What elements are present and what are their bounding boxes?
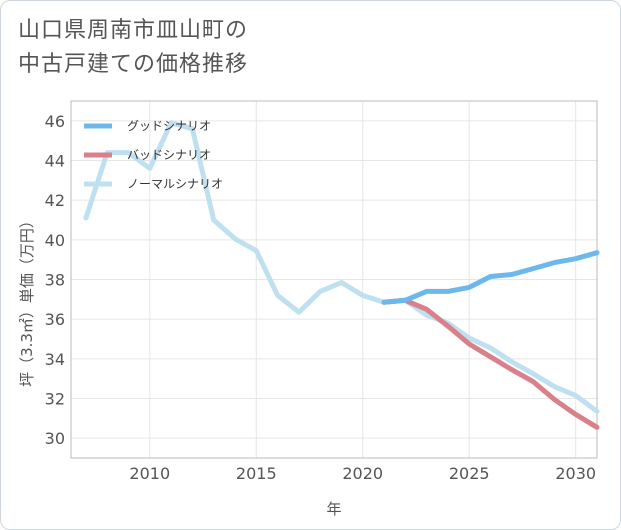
chart-title: 山口県周南市皿山町の 中古戸建ての価格推移: [18, 14, 248, 82]
y-tick-label: 44: [45, 152, 65, 171]
title-line-2: 中古戸建ての価格推移: [18, 52, 249, 77]
y-tick-label: 38: [45, 271, 65, 290]
x-tick-label: 2020: [342, 464, 383, 483]
x-axis-label: 年: [326, 500, 341, 518]
legend-label: グッドシナリオ: [127, 119, 211, 133]
y-tick-label: 36: [45, 310, 65, 329]
y-tick-label: 42: [45, 191, 65, 210]
series-line-0: [381, 250, 600, 305]
series-lines: [83, 120, 600, 430]
x-tick-label: 2025: [449, 464, 490, 483]
series-line-2: [83, 120, 600, 414]
y-tick-label: 40: [45, 231, 65, 250]
x-tick-label: 2030: [555, 464, 596, 483]
series-line-1: [381, 297, 600, 430]
y-axis-ticks: 30 32 34 36 38 40 42 44 46: [45, 112, 65, 448]
y-tick-label: 34: [45, 350, 65, 369]
y-axis-label: 坪（3.3㎡）単価（万円）: [18, 213, 36, 387]
plot-area-border: [70, 100, 598, 459]
x-tick-label: 2010: [129, 464, 170, 483]
y-tick-label: 46: [45, 112, 65, 131]
legend-label: バッドシナリオ: [127, 148, 211, 162]
grid-lines: [71, 101, 597, 458]
y-tick-label: 32: [45, 390, 65, 409]
y-tick-label: 30: [45, 429, 65, 448]
x-tick-label: 2015: [236, 464, 277, 483]
legend-label: ノーマルシナリオ: [127, 177, 223, 191]
title-line-1: 山口県周南市皿山町の: [18, 18, 249, 43]
x-axis-ticks: 2010 2015 2020 2025 2030: [129, 464, 596, 483]
